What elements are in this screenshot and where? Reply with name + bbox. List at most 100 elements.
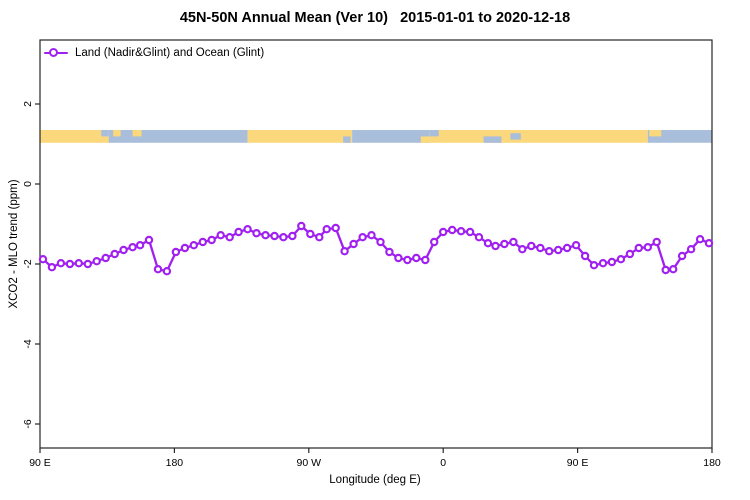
map-band-patch-ocean	[510, 133, 521, 140]
map-band-patch-ocean	[429, 130, 439, 137]
map-band-segment-land	[40, 130, 109, 143]
data-point-marker	[580, 251, 590, 261]
data-point-marker	[243, 224, 252, 234]
data-point-marker	[83, 259, 93, 269]
data-point-marker	[518, 244, 527, 254]
data-point-marker	[421, 255, 430, 265]
data-point-marker	[562, 243, 572, 253]
data-point-marker	[669, 265, 678, 274]
data-point-marker	[322, 224, 331, 234]
data-point-marker	[448, 225, 457, 235]
data-point-marker	[677, 251, 687, 261]
data-point-marker	[135, 240, 145, 250]
data-point-marker	[349, 239, 358, 249]
data-point-marker	[474, 232, 484, 242]
data-point-marker	[279, 232, 288, 242]
data-point-marker	[315, 232, 324, 242]
map-band-patch-land	[113, 130, 121, 137]
data-point-marker	[385, 247, 394, 257]
data-point-marker	[101, 253, 110, 263]
data-point-marker	[412, 253, 421, 263]
data-point-marker	[545, 246, 554, 256]
data-point-marker	[456, 226, 466, 236]
data-point-marker	[252, 228, 261, 238]
x-tick-label: 90 E	[29, 457, 51, 469]
map-band-segment-ocean	[108, 130, 248, 143]
y-tick-label: -2	[22, 259, 34, 268]
data-point-marker	[500, 239, 509, 249]
data-point-marker	[358, 232, 367, 242]
data-point-marker	[394, 253, 403, 263]
data-point-marker	[704, 238, 714, 248]
chart-title: 45N-50N Annual Mean (Ver 10) 2015-01-01 …	[179, 10, 571, 26]
y-tick-label: 2	[22, 101, 34, 107]
data-point-marker	[261, 230, 270, 240]
data-point-marker	[509, 237, 518, 247]
data-point-marker	[661, 265, 670, 275]
data-point-marker	[439, 227, 448, 237]
data-point-marker	[483, 238, 493, 248]
data-point-marker	[554, 245, 563, 255]
data-point-marker	[306, 229, 315, 239]
data-point-marker	[616, 255, 626, 264]
map-band-segment-ocean	[352, 130, 430, 143]
data-point-marker	[571, 240, 581, 250]
data-point-marker	[634, 243, 644, 253]
data-point-marker	[216, 230, 225, 240]
data-point-marker	[376, 237, 385, 247]
data-point-marker	[189, 240, 198, 250]
data-point-marker	[270, 231, 279, 241]
map-band-segment-ocean	[647, 130, 712, 143]
x-tick-label: 90 W	[297, 457, 322, 469]
x-tick-label: 180	[703, 457, 721, 469]
data-point-marker	[643, 242, 653, 252]
data-point-marker	[38, 255, 48, 264]
data-point-marker	[625, 249, 635, 259]
data-point-marker	[367, 230, 376, 240]
data-point-marker	[180, 243, 190, 253]
map-band-patch-land	[132, 130, 142, 137]
data-point-marker	[110, 249, 119, 259]
y-axis-title: XCO2 - MLO trend (ppm)	[8, 179, 20, 309]
data-point-marker	[607, 257, 617, 267]
data-point-marker	[207, 235, 216, 245]
x-tick-label: 0	[440, 457, 446, 469]
data-point-marker	[128, 242, 137, 252]
data-point-marker	[56, 259, 66, 268]
data-point-marker	[430, 237, 439, 247]
data-point-marker	[527, 241, 536, 251]
legend-label: Land (Nadir&Glint) and Ocean (Glint)	[75, 46, 265, 59]
data-point-marker	[598, 259, 608, 268]
data-point-marker	[589, 261, 599, 270]
data-point-marker	[331, 223, 340, 233]
map-band-patch-ocean	[483, 136, 502, 143]
data-point-marker	[47, 263, 57, 272]
data-point-marker	[92, 257, 101, 266]
data-point-marker	[340, 246, 349, 256]
trend-line	[41, 224, 711, 273]
x-tick-label: 90 E	[567, 457, 589, 469]
legend-marker-circle-icon	[49, 48, 58, 58]
x-tick-label: 180	[166, 457, 184, 469]
data-point-marker	[695, 234, 705, 244]
map-band-patch-ocean	[101, 130, 109, 137]
map-band-patch-land	[649, 130, 662, 137]
map-band-patch-land	[420, 136, 430, 143]
y-tick-label: 0	[22, 181, 34, 187]
data-point-marker	[652, 237, 661, 247]
data-point-marker	[465, 227, 475, 237]
data-point-marker	[297, 221, 306, 231]
y-tick-label: -4	[22, 339, 34, 348]
data-point-marker	[536, 243, 545, 253]
data-point-marker	[686, 244, 696, 254]
data-point-marker	[288, 231, 297, 241]
data-point-marker	[234, 227, 243, 237]
data-point-marker	[162, 267, 172, 276]
data-point-marker	[225, 232, 234, 242]
data-point-marker	[403, 255, 412, 265]
data-point-marker	[144, 235, 154, 245]
data-point-marker	[119, 245, 128, 255]
data-point-marker	[198, 237, 207, 247]
